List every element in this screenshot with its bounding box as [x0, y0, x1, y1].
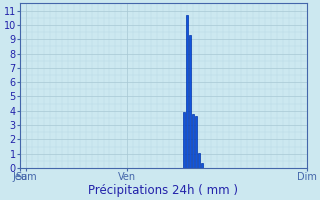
Bar [198, 153, 200, 168]
X-axis label: Précipitations 24h ( mm ): Précipitations 24h ( mm ) [88, 184, 238, 197]
Bar [192, 114, 194, 168]
Bar [183, 112, 185, 168]
Bar [201, 163, 203, 168]
Bar [189, 35, 191, 168]
Bar [186, 15, 188, 168]
Bar [195, 116, 197, 168]
